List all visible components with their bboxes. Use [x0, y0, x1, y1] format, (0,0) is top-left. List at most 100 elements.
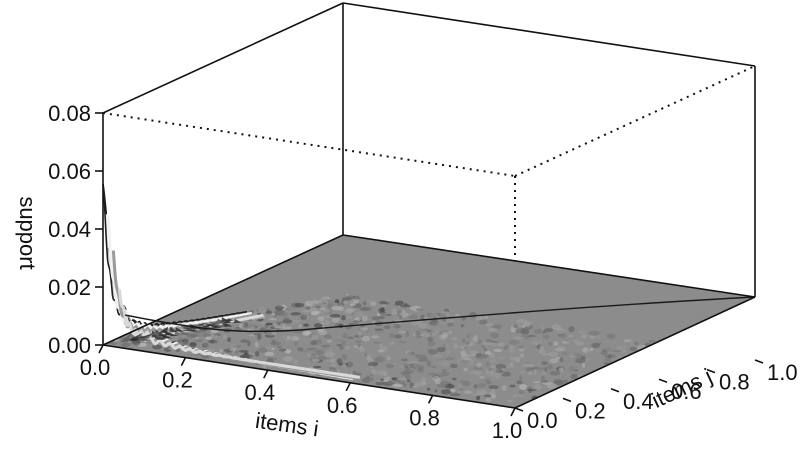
surface-speckle [436, 383, 447, 388]
surface-speckle [440, 362, 450, 367]
surface-speckle [625, 365, 635, 370]
x-tick-mark [427, 395, 434, 404]
surface-speckle [633, 341, 639, 346]
surface-speckle [527, 367, 533, 371]
surface-speckle [268, 318, 277, 321]
surface-speckle [603, 358, 611, 362]
surface-speckle [612, 367, 621, 372]
surface-speckle [577, 380, 587, 386]
surface-speckle [352, 295, 361, 300]
surface-speckle [532, 381, 541, 384]
surface-speckle [440, 371, 450, 377]
surface-speckle [453, 343, 458, 350]
surface-speckle [359, 307, 370, 311]
surface-speckle [706, 355, 715, 360]
surface-speckle [321, 303, 325, 308]
surface-speckle [383, 313, 392, 317]
surface-speckle [378, 345, 389, 350]
surface-speckle [526, 388, 538, 392]
surface-speckle [540, 361, 548, 365]
surface-speckle [374, 331, 385, 334]
surface-speckle [666, 349, 670, 353]
surface-speckle [488, 367, 493, 372]
surface-speckle [460, 324, 465, 328]
surface-speckle [446, 350, 450, 355]
surface-speckle [487, 327, 499, 332]
surface-speckle [120, 342, 131, 347]
surface-speckle [574, 369, 579, 372]
surface-speckle [477, 339, 482, 345]
surface-speckle [254, 342, 259, 348]
surface-speckle [258, 347, 268, 353]
surface-speckle [449, 363, 458, 369]
surface-speckle [427, 340, 435, 347]
surface-speckle [465, 333, 474, 339]
surface-speckle [327, 302, 332, 309]
surface-speckle [342, 333, 348, 339]
box-edge-hidden-top-right [514, 65, 756, 177]
surface-speckle [447, 322, 454, 327]
surface-speckle [331, 317, 340, 323]
surface-speckle [189, 353, 201, 357]
x-tick-mark [98, 344, 104, 354]
surface-speckle [383, 377, 390, 383]
surface-speckle [581, 355, 586, 360]
surface-speckle [272, 323, 279, 327]
surface-speckle [306, 347, 316, 351]
surface-speckle [628, 357, 639, 362]
surface-speckle [353, 311, 363, 317]
surface-speckle [396, 309, 403, 314]
surface-speckle [290, 312, 301, 316]
surface-speckle [516, 330, 520, 334]
surface-speckle [391, 312, 398, 315]
surface-speckle [662, 343, 672, 347]
surface-speckle [334, 299, 340, 304]
surface-speckle [222, 335, 228, 340]
surface-speckle [259, 322, 267, 325]
x-tick-label: 1.0 [492, 418, 523, 443]
surface-speckle [444, 384, 455, 389]
surface-speckle [355, 372, 362, 376]
surface-speckle [523, 322, 531, 327]
surface-speckle [577, 331, 587, 334]
surface-speckle [432, 375, 440, 382]
surface-speckle [317, 316, 325, 322]
surface-speckle [669, 355, 675, 359]
surface-speckle [441, 368, 447, 372]
x-tick-label: 0.0 [80, 355, 111, 380]
surface-speckle [515, 394, 523, 399]
surface-speckle [415, 308, 424, 311]
surface-speckle [427, 372, 439, 376]
surface-speckle [724, 350, 730, 357]
x-tick-mark [345, 382, 351, 392]
surface-speckle [310, 340, 317, 346]
surface-crest-bump [158, 326, 169, 333]
surface-crest-bump [160, 329, 175, 335]
surface-speckle [253, 332, 262, 336]
surface-speckle [608, 378, 615, 382]
surface-speckle [468, 341, 474, 347]
surface-speckle [563, 338, 568, 343]
x-axis-line [102, 344, 516, 409]
surface-speckle [445, 357, 455, 361]
surface-speckle [607, 373, 618, 376]
surface-speckle [321, 298, 328, 304]
surface-speckle [726, 354, 733, 359]
surface-speckle [596, 335, 601, 339]
surface-speckle [485, 323, 495, 327]
surface-speckle [636, 371, 642, 374]
surface-speckle [374, 356, 384, 363]
surface-speckle [622, 345, 626, 350]
surface-speckle [568, 366, 575, 372]
surface-speckle [436, 322, 447, 326]
surface-crest-bump [194, 322, 205, 326]
x-tick-mark [180, 357, 187, 366]
surface-speckle [559, 356, 564, 363]
surface-speckle [472, 336, 478, 343]
surface-speckle [437, 313, 447, 316]
surface-speckle [435, 354, 443, 358]
surface-speckle [348, 299, 357, 304]
surface-speckle [724, 353, 735, 359]
surface-speckle [481, 341, 493, 346]
surface-speckle [513, 356, 521, 363]
